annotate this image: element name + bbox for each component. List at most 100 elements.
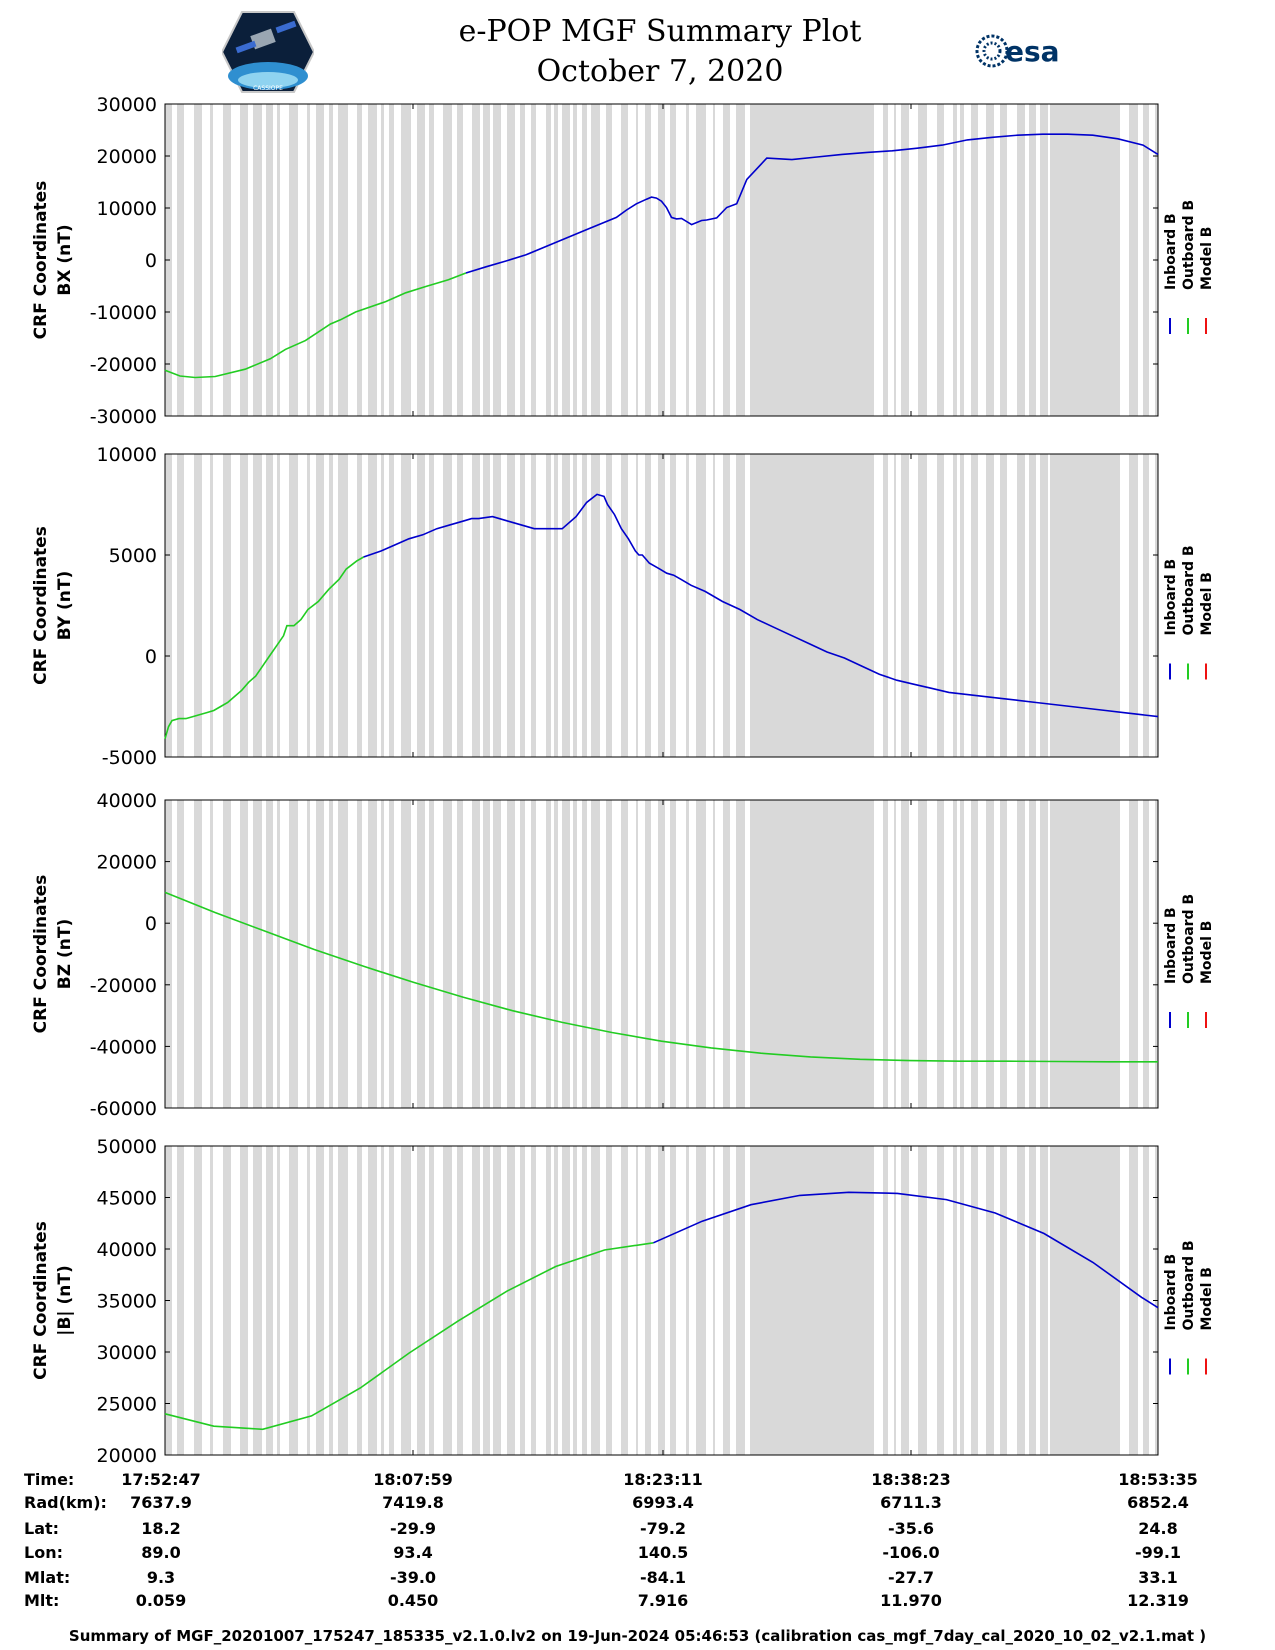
y-tick-label: -40000: [90, 1036, 157, 1058]
gap-stripe: [277, 104, 280, 416]
series-inboard-b: [653, 1191, 1159, 1309]
gap-stripe: [645, 454, 651, 757]
gap-stripe: [546, 104, 551, 416]
gap-stripe: [1040, 104, 1048, 416]
gap-stripe: [658, 454, 665, 757]
gap-stripe: [307, 800, 310, 1108]
gap-stripe: [194, 104, 202, 416]
gap-stripe: [546, 1146, 551, 1455]
gap-stripe: [937, 800, 944, 1108]
y-tick-label: -20000: [90, 975, 157, 997]
gap-stripe: [417, 1146, 425, 1455]
gap-stripe: [417, 104, 425, 416]
gap-stripe: [971, 104, 978, 416]
gap-stripe: [606, 800, 612, 1108]
gap-stripe: [937, 104, 944, 416]
series-outboard-b: [164, 1242, 654, 1431]
gap-stripe: [736, 1146, 745, 1455]
gap-stripe: [389, 800, 394, 1108]
gap-stripe: [338, 454, 348, 757]
gap-stripe: [165, 800, 172, 1108]
gap-stripe: [210, 104, 213, 416]
gap-stripe: [636, 104, 638, 416]
gap-stripe: [493, 104, 501, 416]
y-tick-label: 20000: [97, 852, 157, 874]
gap-stripe: [971, 454, 978, 757]
y-tick-label: 25000: [97, 1394, 157, 1416]
gap-stripe: [368, 104, 377, 416]
table-cell: 12.319: [1127, 1591, 1189, 1610]
gap-stripe: [223, 104, 231, 416]
gap-stripe: [621, 104, 628, 416]
y-axis-unit-label: BZ (nT): [55, 919, 75, 989]
gap-stripe: [723, 454, 730, 757]
gap-stripe: [658, 800, 665, 1108]
y-tick-label: 45000: [97, 1188, 157, 1210]
gap-stripe: [531, 1146, 536, 1455]
gap-stripe: [736, 454, 745, 757]
gap-stripe: [986, 454, 994, 757]
panel-2: -5000 0 5000 10000 CRF Coordinates BY (nT) Inb…: [31, 444, 1215, 769]
gap-stripe: [645, 800, 651, 1108]
gap-stripe: [472, 454, 480, 757]
legend-label: Model B: [1199, 1267, 1215, 1330]
table-cell: -106.0: [882, 1543, 940, 1562]
y-tick-label: 0: [145, 913, 157, 935]
gap-stripe: [591, 1146, 600, 1455]
gap-stripe: [401, 454, 411, 757]
row-label: Lat:: [24, 1519, 60, 1538]
gap-stripe: [531, 800, 536, 1108]
gap-stripe: [670, 454, 676, 757]
gap-stripe: [1029, 454, 1036, 757]
gap-stripe: [240, 104, 248, 416]
gap-stripe: [457, 454, 463, 757]
table-cell: 0.450: [387, 1591, 439, 1610]
table-cell: 18:23:11: [623, 1470, 703, 1489]
gap-stripe: [520, 800, 525, 1108]
gap-stripe: [240, 454, 248, 757]
gap-stripe: [289, 800, 298, 1108]
gap-stripe: [554, 800, 558, 1108]
gap-stripe: [562, 104, 570, 416]
gap-stripe: [1029, 1146, 1036, 1455]
gap-stripe: [483, 800, 490, 1108]
gap-stripe: [507, 800, 515, 1108]
gap-stripe: [554, 104, 558, 416]
gap-stripe: [443, 454, 452, 757]
legend-label: Outboard B: [1181, 200, 1197, 290]
gap-stripe: [316, 454, 324, 757]
gap-stripe: [289, 454, 298, 757]
gap-stripe: [316, 1146, 324, 1455]
gap-stripe: [493, 454, 501, 757]
gap-stripe: [1129, 104, 1138, 416]
gap-stripe: [937, 454, 944, 757]
gap-stripe: [723, 104, 730, 416]
gap-stripe: [636, 800, 638, 1108]
gap-stripe: [253, 800, 262, 1108]
table-cell: -39.0: [389, 1568, 437, 1587]
table-cell: -84.1: [639, 1568, 687, 1587]
gap-stripe: [194, 800, 202, 1108]
gap-stripe: [696, 454, 706, 757]
gap-stripe: [177, 1146, 184, 1455]
table-cell: 9.3: [146, 1568, 176, 1587]
legend: Inboard B Outboard B Model B: [1163, 200, 1215, 334]
cassiope-logo-text: CASSIOPE: [253, 85, 283, 92]
y-axis-label: CRF Coordinates: [31, 875, 51, 1034]
gap-stripe: [960, 800, 964, 1108]
gap-stripe: [483, 1146, 490, 1455]
row-label: Mlat:: [24, 1568, 71, 1587]
gap-stripe: [1129, 1146, 1138, 1455]
gap-block: [750, 104, 870, 416]
series-outboard-b: [164, 272, 467, 379]
esa-logo-icon: esa: [975, 34, 1060, 68]
gap-stripe: [381, 104, 384, 416]
gap-stripe: [357, 454, 362, 757]
gap-stripe: [277, 800, 280, 1108]
row-label: Lon:: [24, 1543, 63, 1562]
gap-stripe: [870, 454, 874, 757]
legend: Inboard B Outboard B Model B: [1163, 894, 1215, 1028]
gap-stripe: [953, 104, 957, 416]
gap-stripe: [338, 1146, 348, 1455]
gap-stripe: [573, 1146, 577, 1455]
